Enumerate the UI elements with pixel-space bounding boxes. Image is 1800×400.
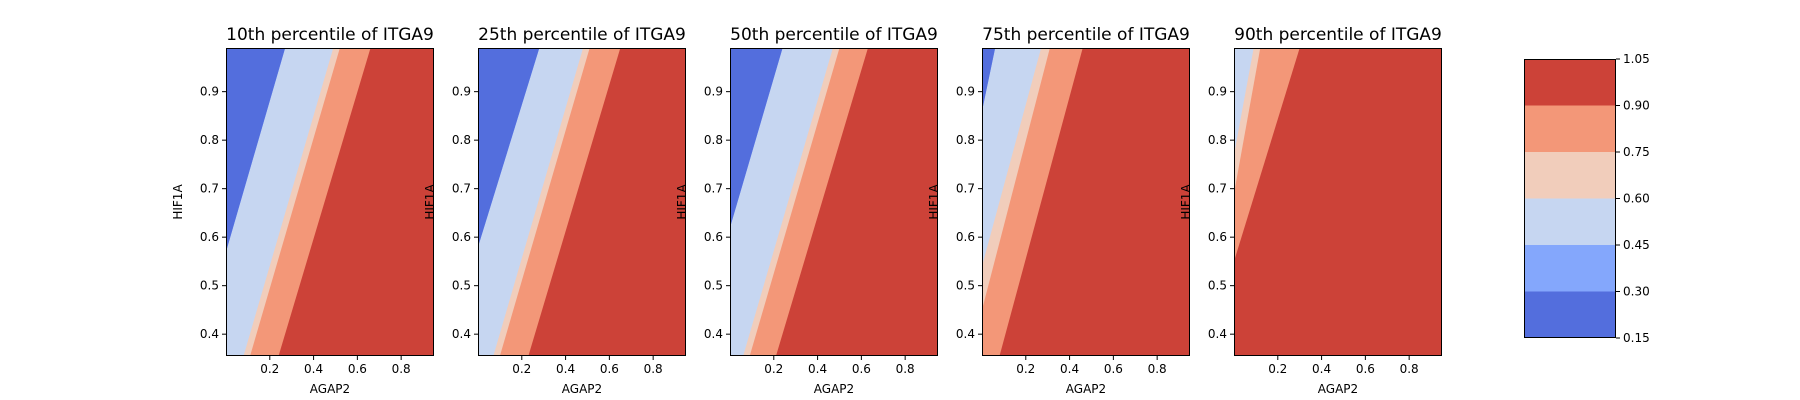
- y-tick-label-panel-1: 0.7: [200, 182, 219, 196]
- contour-band-2-panel-5: [1234, 48, 1254, 155]
- x-tick-label-panel-3: 0.4: [808, 362, 827, 376]
- colorbar-tick-label: 0.45: [1623, 238, 1650, 252]
- panel-title-5: 90th percentile of ITGA9: [1234, 25, 1442, 45]
- x-axis-label-panel-3: AGAP2: [814, 382, 854, 396]
- colorbar-tick-label: 1.05: [1623, 52, 1650, 66]
- x-tick-label-panel-2: 0.4: [556, 362, 575, 376]
- colorbar-tick-label: 0.60: [1623, 192, 1650, 206]
- y-tick-label-panel-3: 0.9: [704, 85, 723, 99]
- panel-title-4: 75th percentile of ITGA9: [982, 25, 1190, 45]
- x-tick-label-panel-1: 0.6: [348, 362, 367, 376]
- x-tick-label-panel-4: 0.8: [1148, 362, 1167, 376]
- contour-band-0-panel-1: [226, 48, 286, 252]
- x-tick-label-panel-1: 0.8: [392, 362, 411, 376]
- x-axis-label-panel-4: AGAP2: [1066, 382, 1106, 396]
- y-tick-label-panel-2: 0.9: [452, 85, 471, 99]
- x-tick-label-panel-4: 0.2: [1016, 362, 1035, 376]
- y-tick-label-panel-5: 0.5: [1208, 279, 1227, 293]
- x-tick-label-panel-5: 0.8: [1400, 362, 1419, 376]
- y-tick-label-panel-2: 0.4: [452, 327, 471, 341]
- x-axis-label-panel-5: AGAP2: [1318, 382, 1358, 396]
- contour-band-0-panel-4: [982, 48, 996, 112]
- x-tick-label-panel-2: 0.6: [600, 362, 619, 376]
- y-tick-label-panel-4: 0.9: [956, 85, 975, 99]
- y-axis-label-panel-2: HIF1A: [423, 184, 437, 220]
- x-tick-label-panel-1: 0.4: [304, 362, 323, 376]
- y-tick-label-panel-2: 0.5: [452, 279, 471, 293]
- y-tick-label-panel-5: 0.4: [1208, 327, 1227, 341]
- axes-frame-panel-4: [982, 48, 1190, 356]
- y-tick-label-panel-5: 0.8: [1208, 133, 1227, 147]
- axes-frame-panel-2: [478, 48, 686, 356]
- y-tick-label-panel-5: 0.9: [1208, 85, 1227, 99]
- x-tick-label-panel-5: 0.4: [1312, 362, 1331, 376]
- colorbar-frame: [1524, 59, 1616, 338]
- panel-title-3: 50th percentile of ITGA9: [730, 25, 938, 45]
- y-tick-label-panel-2: 0.7: [452, 182, 471, 196]
- y-tick-label-panel-4: 0.8: [956, 133, 975, 147]
- y-axis-label-panel-3: HIF1A: [675, 184, 689, 220]
- x-tick-label-panel-4: 0.4: [1060, 362, 1079, 376]
- x-tick-label-panel-5: 0.2: [1268, 362, 1287, 376]
- x-tick-label-panel-4: 0.6: [1104, 362, 1123, 376]
- y-axis-label-panel-5: HIF1A: [1179, 184, 1193, 220]
- y-tick-label-panel-3: 0.8: [704, 133, 723, 147]
- y-tick-label-panel-4: 0.4: [956, 327, 975, 341]
- axes-frame-panel-5: [1234, 48, 1442, 356]
- contour-band-0-panel-3: [730, 48, 783, 228]
- axes-frame-panel-1: [226, 48, 434, 356]
- y-tick-label-panel-3: 0.5: [704, 279, 723, 293]
- y-tick-label-panel-4: 0.5: [956, 279, 975, 293]
- colorbar-band-4: [1524, 152, 1616, 199]
- y-axis-label-panel-4: HIF1A: [927, 184, 941, 220]
- y-tick-label-panel-5: 0.7: [1208, 182, 1227, 196]
- y-tick-label-panel-4: 0.7: [956, 182, 975, 196]
- x-axis-label-panel-2: AGAP2: [562, 382, 602, 396]
- colorbar-band-2: [1524, 245, 1616, 292]
- y-tick-label-panel-1: 0.5: [200, 279, 219, 293]
- x-tick-label-panel-2: 0.8: [644, 362, 663, 376]
- x-axis-label-panel-1: AGAP2: [310, 382, 350, 396]
- y-tick-label-panel-2: 0.8: [452, 133, 471, 147]
- x-tick-label-panel-1: 0.2: [260, 362, 279, 376]
- y-tick-label-panel-3: 0.6: [704, 230, 723, 244]
- colorbar-band-5: [1524, 105, 1616, 152]
- x-tick-label-panel-5: 0.6: [1356, 362, 1375, 376]
- axes-frame-panel-3: [730, 48, 938, 356]
- y-tick-label-panel-4: 0.6: [956, 230, 975, 244]
- y-axis-label-panel-1: HIF1A: [171, 184, 185, 220]
- y-tick-label-panel-2: 0.6: [452, 230, 471, 244]
- x-tick-label-panel-2: 0.2: [512, 362, 531, 376]
- panel-title-2: 25th percentile of ITGA9: [478, 25, 686, 45]
- colorbar-band-1: [1524, 291, 1616, 338]
- contour-band-2-panel-4: [982, 48, 1042, 267]
- y-tick-label-panel-1: 0.9: [200, 85, 219, 99]
- colorbar-tick-label: 0.30: [1623, 285, 1650, 299]
- y-tick-label-panel-1: 0.4: [200, 327, 219, 341]
- y-tick-label-panel-1: 0.6: [200, 230, 219, 244]
- panel-title-1: 10th percentile of ITGA9: [226, 25, 434, 45]
- x-tick-label-panel-3: 0.2: [764, 362, 783, 376]
- y-tick-label-panel-1: 0.8: [200, 133, 219, 147]
- colorbar-tick-label: 0.90: [1623, 99, 1650, 113]
- contour-band-0-panel-2: [478, 48, 540, 247]
- y-tick-label-panel-5: 0.6: [1208, 230, 1227, 244]
- colorbar-tick-label: 0.75: [1623, 145, 1650, 159]
- colorbar-band-6: [1524, 59, 1616, 106]
- colorbar-band-3: [1524, 198, 1616, 245]
- colorbar-tick-label: 0.15: [1623, 331, 1650, 345]
- y-tick-label-panel-3: 0.4: [704, 327, 723, 341]
- x-tick-label-panel-3: 0.8: [896, 362, 915, 376]
- y-tick-label-panel-3: 0.7: [704, 182, 723, 196]
- x-tick-label-panel-3: 0.6: [852, 362, 871, 376]
